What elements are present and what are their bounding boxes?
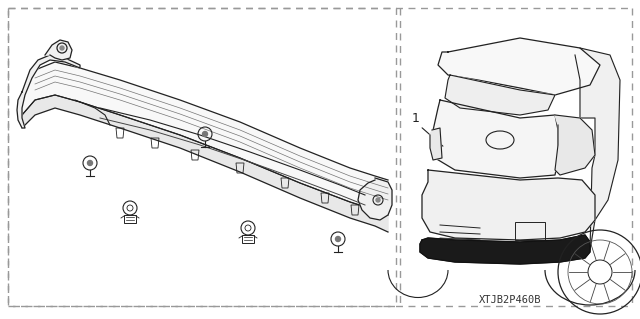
Bar — [8, 8, 396, 306]
Polygon shape — [432, 100, 558, 178]
Polygon shape — [445, 75, 555, 115]
Circle shape — [335, 236, 340, 241]
Circle shape — [60, 46, 64, 50]
Circle shape — [376, 198, 380, 202]
Circle shape — [202, 131, 207, 137]
Polygon shape — [420, 235, 590, 264]
Polygon shape — [575, 48, 620, 250]
Polygon shape — [555, 115, 595, 175]
Polygon shape — [17, 55, 80, 128]
Bar — [242, 235, 254, 243]
Polygon shape — [438, 38, 600, 95]
Polygon shape — [22, 62, 388, 215]
Polygon shape — [22, 95, 388, 232]
Polygon shape — [430, 128, 442, 160]
Bar — [124, 215, 136, 223]
Polygon shape — [422, 170, 595, 240]
Bar — [515, 222, 545, 240]
Polygon shape — [45, 40, 72, 60]
Text: XTJB2P460B: XTJB2P460B — [479, 295, 541, 305]
Text: 1: 1 — [412, 112, 420, 124]
Polygon shape — [358, 178, 392, 220]
Circle shape — [88, 160, 93, 166]
